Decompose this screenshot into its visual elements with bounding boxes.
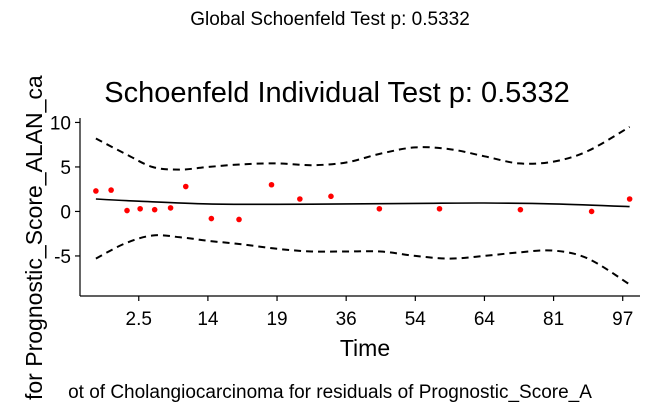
global-title: Global Schoenfeld Test p: 0.5332	[190, 9, 470, 30]
residual-point	[626, 196, 633, 202]
y-tick-label: 5	[60, 158, 71, 179]
residual-point	[151, 206, 158, 213]
x-tick-label: 64	[474, 309, 496, 330]
chart-title: Schoenfeld Individual Test p: 0.5332	[104, 77, 569, 109]
x-tick-label: 2.5	[126, 309, 152, 330]
x-tick-label: 36	[336, 309, 357, 330]
y-tick-label: -5	[54, 247, 71, 268]
residual-point	[167, 205, 174, 211]
residual-point	[588, 208, 595, 215]
chart-caption: ot of Cholangiocarcinoma for residuals o…	[68, 382, 592, 403]
plot-area: -5 0 5 10 2.5 14 19 36 54 64 81 97	[50, 113, 640, 330]
residual-point	[376, 205, 383, 212]
upper-confidence-band	[95, 126, 631, 171]
residual-point	[297, 196, 303, 202]
x-axis-label: Time	[340, 335, 390, 361]
y-axis-label: for Prognostic_Score_ALAN_ca	[21, 75, 47, 400]
residual-point	[124, 207, 130, 214]
x-tick-label: 19	[266, 309, 287, 330]
residual-point	[328, 193, 334, 200]
y-tick-label: 0	[60, 202, 71, 223]
y-tick-label: 10	[50, 113, 71, 134]
residual-point	[182, 183, 189, 190]
residual-point	[208, 215, 215, 222]
x-tick-label: 97	[612, 309, 633, 330]
residual-point	[268, 181, 275, 188]
lower-confidence-band	[95, 234, 631, 286]
fitted-line	[95, 198, 630, 208]
residual-point	[93, 188, 99, 194]
residual-point	[436, 205, 443, 212]
residual-point	[137, 205, 143, 212]
x-tick-label: 54	[405, 309, 427, 330]
residual-point	[236, 216, 242, 223]
x-tick-label: 81	[543, 309, 564, 330]
residual-point	[108, 187, 114, 193]
x-tick-label: 14	[197, 309, 219, 330]
residual-point	[517, 206, 524, 213]
